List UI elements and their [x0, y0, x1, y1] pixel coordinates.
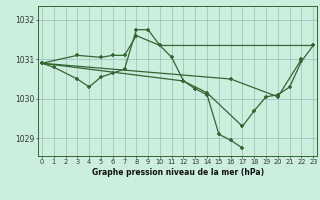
X-axis label: Graphe pression niveau de la mer (hPa): Graphe pression niveau de la mer (hPa) — [92, 168, 264, 177]
